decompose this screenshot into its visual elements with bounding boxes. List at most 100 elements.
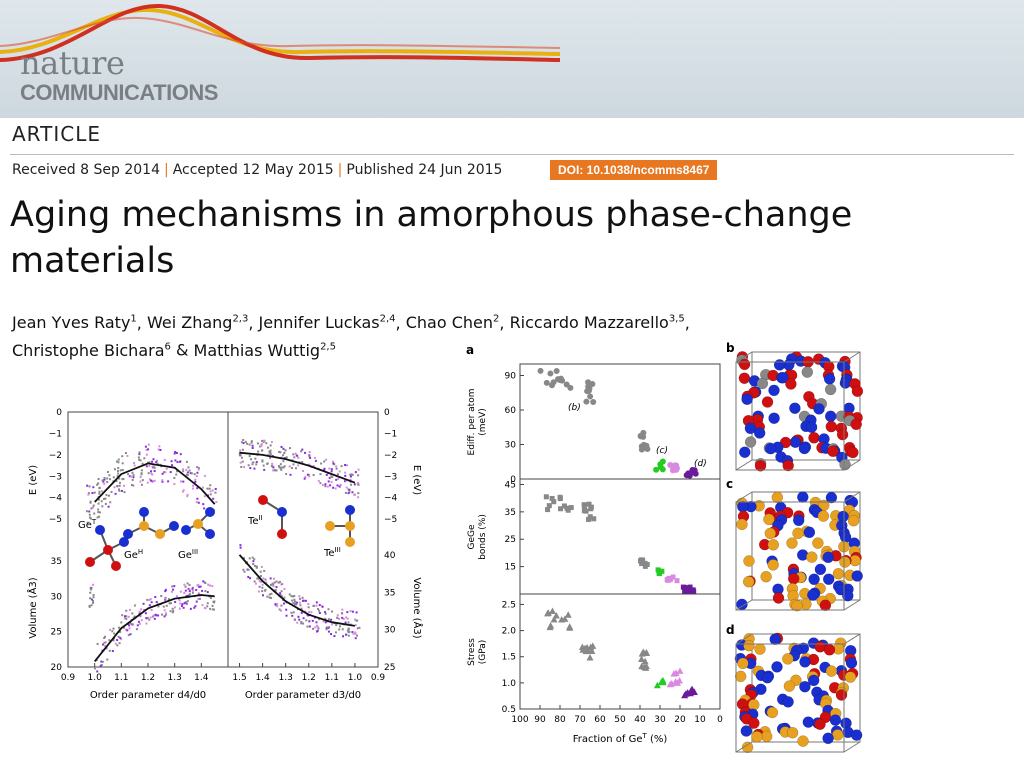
data-point: [273, 469, 276, 472]
data-point: [261, 583, 264, 586]
data-point: [213, 600, 216, 603]
atom: [825, 420, 838, 433]
author[interactable]: Riccardo Mazzarello3,5: [509, 313, 685, 333]
data-point: [117, 461, 120, 464]
data-point: [280, 445, 283, 448]
data-point: [685, 470, 692, 477]
data-point: [117, 469, 120, 472]
atom: [806, 551, 818, 563]
data-point: [659, 458, 666, 465]
data-point: [548, 607, 556, 614]
author[interactable]: Chao Chen2: [405, 313, 500, 333]
atom: [824, 383, 837, 396]
data-point: [285, 614, 288, 617]
data-point: [313, 456, 316, 459]
data-point: [259, 445, 262, 448]
author[interactable]: Wei Zhang2,3: [146, 313, 249, 333]
data-point: [96, 516, 99, 519]
data-point: [114, 492, 117, 495]
data-point: [198, 597, 201, 600]
label-ge-h: GeH: [124, 548, 143, 561]
data-point: [587, 514, 593, 520]
atom: [743, 639, 755, 652]
data-point: [161, 479, 164, 482]
data-point: [201, 604, 204, 607]
data-point: [130, 475, 133, 478]
data-point: [156, 462, 159, 465]
data-point: [121, 469, 124, 472]
y-tick-label: 0.5: [502, 705, 516, 715]
data-point: [655, 567, 661, 573]
data-point: [196, 466, 199, 469]
data-point: [98, 486, 101, 489]
data-point: [307, 606, 310, 609]
data-point: [587, 393, 594, 400]
author[interactable]: Matthias Wuttig2,5: [193, 340, 336, 360]
data-point: [88, 605, 91, 608]
data-point: [153, 470, 156, 473]
data-point: [293, 456, 296, 459]
data-point: [340, 465, 343, 468]
data-point: [153, 466, 156, 469]
data-point: [278, 608, 281, 611]
data-point: [588, 647, 596, 655]
data-point: [204, 590, 207, 593]
data-point: [327, 626, 330, 629]
data-point: [251, 463, 254, 466]
data-point: [103, 644, 106, 647]
data-point: [239, 449, 242, 452]
box-edge: [735, 351, 753, 363]
data-point: [292, 602, 295, 605]
data-point: [164, 613, 167, 616]
data-point: [315, 624, 318, 627]
atom: [742, 575, 755, 588]
data-point: [184, 585, 187, 588]
data-point: [188, 593, 191, 596]
data-point: [543, 494, 549, 500]
data-point: [96, 670, 99, 673]
author[interactable]: Jean Yves Raty1: [12, 313, 137, 333]
data-point: [137, 620, 140, 623]
data-point: [88, 516, 91, 519]
data-point: [188, 588, 191, 591]
data-point: [318, 609, 321, 612]
author[interactable]: Christophe Bichara6: [12, 340, 171, 360]
data-point: [350, 483, 353, 486]
x-tick-label: 90: [534, 715, 546, 725]
atom: [741, 393, 753, 405]
data-point: [330, 470, 333, 473]
data-point: [308, 451, 311, 454]
data-point: [86, 521, 89, 524]
data-point: [327, 480, 330, 483]
atom: [836, 428, 849, 441]
data-point: [154, 613, 157, 616]
data-point: [118, 626, 121, 629]
data-point: [104, 641, 107, 644]
data-point: [346, 611, 349, 614]
y-tick-label: 2.0: [502, 627, 517, 637]
box-edge: [735, 459, 753, 471]
data-point: [155, 459, 158, 462]
atom: [761, 671, 774, 684]
data-point: [266, 462, 269, 465]
data-point: [334, 487, 337, 490]
data-point: [283, 452, 286, 455]
data-point: [312, 627, 315, 630]
data-point: [299, 597, 302, 600]
data-point: [304, 451, 307, 454]
data-point: [252, 560, 255, 563]
doi-badge[interactable]: DOI: 10.1038/ncomms8467: [550, 160, 718, 180]
data-point: [140, 472, 143, 475]
atom: [772, 592, 785, 604]
data-point: [149, 598, 152, 601]
data-point: [90, 604, 93, 607]
data-point: [125, 617, 128, 620]
atom: [782, 459, 794, 472]
atom: [764, 442, 777, 455]
author[interactable]: Jennifer Luckas2,4: [258, 313, 396, 333]
atom: [95, 525, 105, 535]
data-point: [558, 506, 564, 512]
data-point: [174, 450, 177, 453]
data-point: [328, 467, 331, 470]
data-point: [102, 497, 105, 500]
